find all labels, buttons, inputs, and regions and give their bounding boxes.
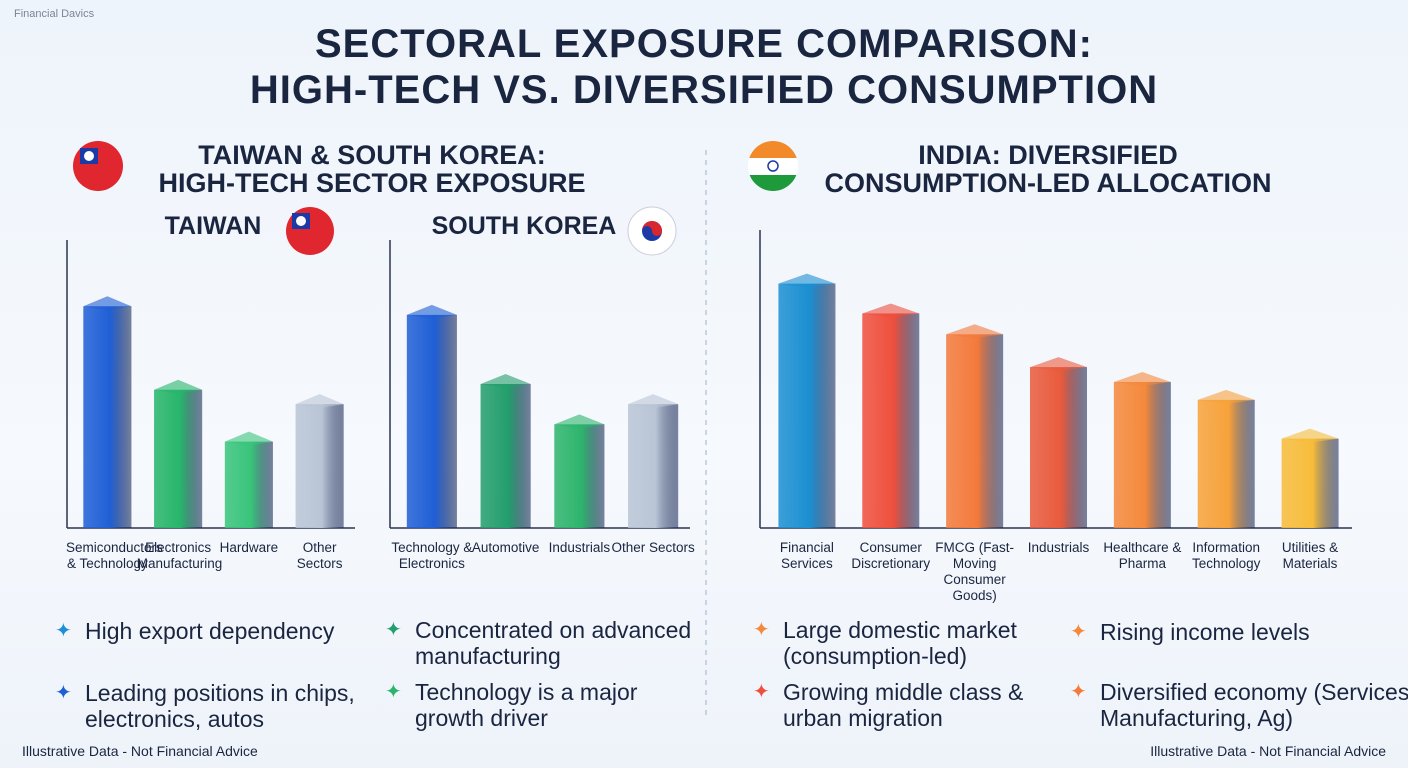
bar-top (1029, 357, 1088, 372)
x-tick-label: Other Sectors (611, 540, 695, 555)
flag-india (748, 141, 798, 191)
bar (946, 334, 1004, 528)
x-tick-label: Information Technology (1192, 540, 1261, 571)
bar (480, 384, 531, 528)
footer: Illustrative Data - Not Financial Advice (1150, 743, 1386, 759)
x-tick-label: Consumer Discretionary (851, 540, 931, 571)
bar (224, 441, 273, 528)
x-tick-label: Industrials (1027, 540, 1090, 555)
bullet: High export dependency (55, 618, 395, 644)
x-tick-label: Financial Services (779, 540, 834, 571)
bar (628, 404, 679, 528)
title-line: HIGH-TECH VS. DIVERSIFIED CONSUMPTION (249, 68, 1159, 112)
bar (862, 313, 920, 528)
bar-top (1197, 389, 1255, 404)
x-tick-label: Electronics Manufacturing (136, 540, 223, 571)
x-tick-label: Industrials (548, 540, 611, 555)
title-line: SECTORAL EXPOSURE COMPARISON: (315, 22, 1093, 66)
section-heading: HIGH-TECH SECTOR EXPOSURE (158, 168, 586, 198)
bar-top (83, 296, 132, 311)
bar-top (778, 273, 836, 288)
x-tick-label: Semiconductors & Technology (66, 540, 163, 571)
bar-top (628, 394, 679, 409)
bar (1281, 438, 1339, 528)
bar (1029, 367, 1088, 528)
bullet: Rising income levels (1070, 619, 1408, 645)
x-tick-label: Automotive (471, 540, 540, 555)
watermark: Financial Davics (14, 8, 95, 20)
bar (1197, 399, 1255, 528)
footer: Illustrative Data - Not Financial Advice (22, 743, 258, 759)
x-tick-label: Hardware (219, 540, 279, 555)
section-heading: TAIWAN & SOUTH KOREA: (198, 140, 546, 170)
bar-top (554, 414, 605, 429)
x-tick-label: Other Sectors (296, 540, 343, 571)
x-tick-label: Healthcare & Pharma (1103, 540, 1182, 571)
x-tick-label: Utilities & Materials (1281, 540, 1339, 571)
flag-korea (627, 206, 677, 256)
bullet: Large domestic market (consumption-led) (753, 617, 1073, 669)
bar-top (1113, 371, 1171, 386)
bar-top (480, 374, 531, 388)
bar-top (224, 431, 273, 446)
chart-title: TAIWAN (164, 212, 262, 240)
bullet: Concentrated on advanced manufacturing (385, 617, 725, 669)
bullet: Leading positions in chips, electronics,… (55, 680, 395, 732)
bullet: Diversified economy (Services, Manufactu… (1070, 679, 1408, 731)
bullet: Technology is a major growth driver (385, 679, 695, 731)
flag-taiwan (73, 141, 334, 255)
section-heading: CONSUMPTION-LED ALLOCATION (824, 168, 1272, 198)
bar-top (154, 379, 203, 394)
bullet: Growing middle class & urban migration (753, 679, 1073, 731)
bar (154, 389, 203, 528)
bar (778, 283, 836, 528)
bar-top (406, 304, 457, 319)
bar-top (946, 324, 1004, 339)
bar-top (862, 303, 920, 318)
x-tick-label: FMCG (Fast-Moving Consumer Goods) (935, 540, 1014, 603)
bar (83, 306, 132, 528)
bar (554, 424, 605, 528)
bar (1113, 381, 1171, 528)
bar-top (295, 394, 344, 409)
x-tick-label: Technology & Electronics (391, 540, 473, 571)
bar (295, 404, 344, 528)
bar (406, 314, 457, 528)
bar-top (1281, 428, 1339, 443)
section-heading: INDIA: DIVERSIFIED (918, 140, 1178, 170)
chart-title: SOUTH KOREA (431, 212, 617, 240)
